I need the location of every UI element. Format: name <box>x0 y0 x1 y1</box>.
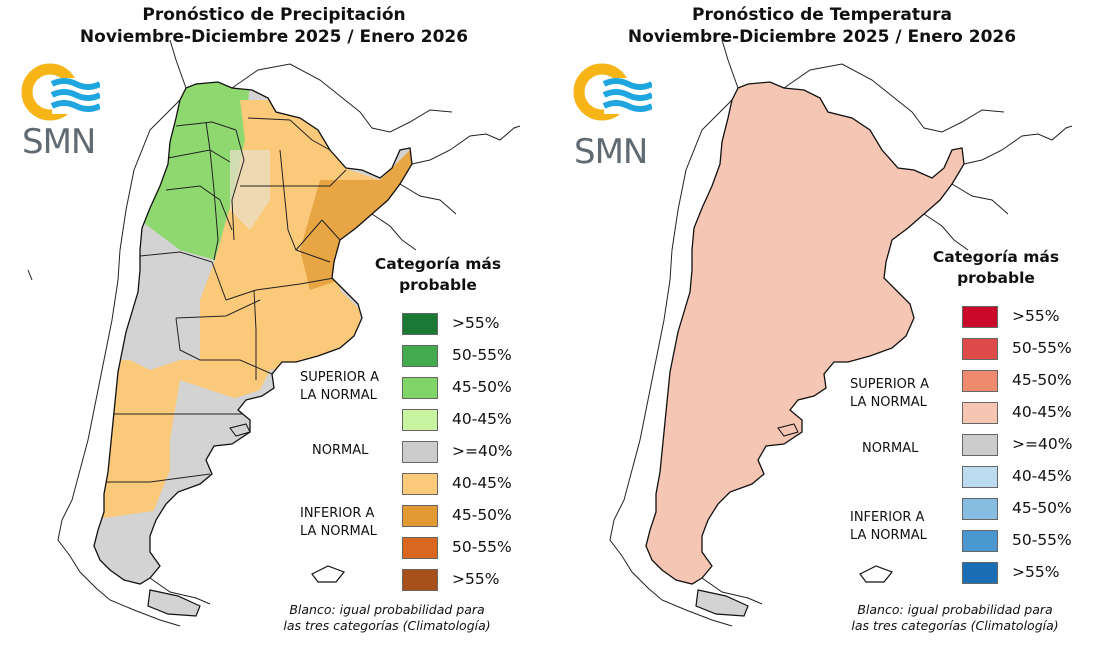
precip-swatch-2 <box>402 345 438 367</box>
precip-legend-title: Categoría más probable <box>374 255 502 294</box>
precip-province-lines <box>104 117 347 483</box>
precip-tierra-del-fuego <box>147 589 201 617</box>
precip-swatch-3 <box>402 377 438 399</box>
temp-swatch-6 <box>962 466 998 488</box>
precip-swatch-9 <box>402 569 438 591</box>
precip-swatch-5 <box>402 441 438 463</box>
smn-logo-text-temp: SMN <box>574 132 648 172</box>
precipitation-panel: Pronóstico de Precipitación Noviembre-Di… <box>0 4 548 633</box>
precipitation-map <box>27 39 521 627</box>
neighbor-borders <box>27 39 521 627</box>
temp-swatch-7 <box>962 498 998 520</box>
precip-category-normal: NORMAL <box>312 443 369 458</box>
temp-swatch-1 <box>962 306 998 328</box>
temp-swatch-3 <box>962 370 998 392</box>
smn-logo-text: SMN <box>22 122 96 162</box>
precip-region-mixed-north <box>230 150 270 230</box>
temp-note: Blanco: igual probabilidad para las tres… <box>851 602 1059 633</box>
temperature-title: Pronóstico de Temperatura Noviembre-Dici… <box>548 4 1096 48</box>
temp-swatch-2 <box>962 338 998 360</box>
precipitation-title-line2: Noviembre-Diciembre 2025 / Enero 2026 <box>79 27 469 47</box>
temperature-title-line1: Pronóstico de Temperatura <box>692 5 952 25</box>
temperature-map <box>609 39 1073 627</box>
precip-malvinas <box>311 565 345 583</box>
precipitation-title: Pronóstico de Precipitación Noviembre-Di… <box>0 4 548 48</box>
precip-peninsula-valdes <box>229 423 251 437</box>
precip-swatch-6 <box>402 473 438 495</box>
temp-category-normal: NORMAL <box>862 441 919 456</box>
temp-swatch-9 <box>962 562 998 584</box>
precip-swatch-4 <box>402 409 438 431</box>
precip-swatch-8 <box>402 537 438 559</box>
temp-swatch-4 <box>962 402 998 424</box>
temp-neighbor-borders <box>609 39 1073 627</box>
temp-category-below: INFERIOR A LA NORMAL <box>850 510 927 543</box>
smn-logo-icon <box>21 63 100 121</box>
precip-swatch-1 <box>402 313 438 335</box>
precip-region-below-ne <box>300 150 412 290</box>
precip-category-above: SUPERIOR A LA NORMAL <box>300 370 379 403</box>
temp-tierra-del-fuego <box>695 589 749 617</box>
temperature-title-line2: Noviembre-Diciembre 2025 / Enero 2026 <box>627 27 1017 47</box>
temp-category-above: SUPERIOR A LA NORMAL <box>850 377 929 410</box>
temp-malvinas <box>859 565 893 583</box>
precipitation-title-line1: Pronóstico de Precipitación <box>142 5 406 25</box>
temp-peninsula-valdes <box>777 423 799 437</box>
temp-swatch-8 <box>962 530 998 552</box>
precip-category-below: INFERIOR A LA NORMAL <box>300 506 377 539</box>
precip-region-normal-patagonia <box>170 380 250 500</box>
precip-swatch-7 <box>402 505 438 527</box>
precip-note: Blanco: igual probabilidad para las tres… <box>283 602 491 633</box>
temperature-panel: Pronóstico de Temperatura Noviembre-Dici… <box>548 0 1096 657</box>
temp-legend-title: Categoría más probable <box>932 248 1060 287</box>
temp-swatch-5 <box>962 434 998 456</box>
smn-logo-icon-temp <box>573 63 652 121</box>
